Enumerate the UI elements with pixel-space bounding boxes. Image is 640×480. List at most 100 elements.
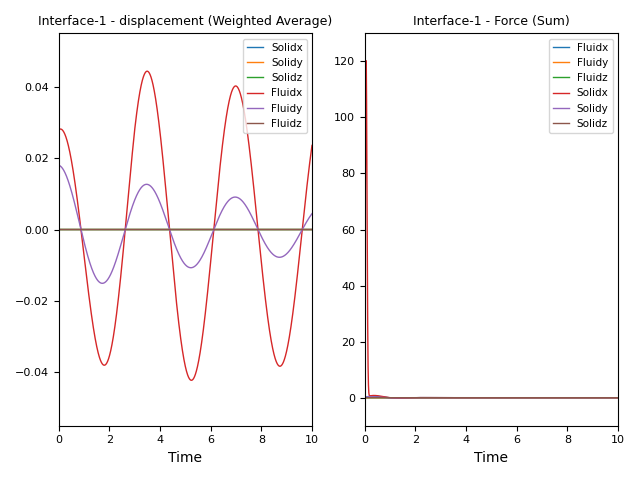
Solidx <box>207 227 214 232</box>
Fluidy <box>263 244 271 250</box>
Solidx <box>458 395 465 401</box>
Solidz <box>569 395 577 401</box>
Fluidx <box>614 395 622 401</box>
Fluidz <box>569 395 577 401</box>
Solidx <box>308 227 316 232</box>
Fluidy <box>244 206 252 212</box>
Solidx <box>513 395 520 401</box>
Solidx <box>525 395 533 401</box>
Solidz <box>458 395 465 401</box>
Fluidx <box>101 362 109 368</box>
Fluidy <box>308 211 316 216</box>
Solidx <box>362 58 370 64</box>
Solidy <box>308 227 316 232</box>
Solidx <box>407 395 415 401</box>
Solidy <box>569 395 577 401</box>
Solidz <box>263 227 271 232</box>
Solidz <box>244 227 252 232</box>
Solidz <box>525 395 533 401</box>
Fluidx <box>207 258 214 264</box>
Fluidx <box>220 133 227 139</box>
Fluidz <box>614 395 622 401</box>
Fluidy <box>525 395 533 401</box>
Fluidy <box>55 162 63 168</box>
Fluidz <box>308 227 316 232</box>
Solidz <box>407 395 415 401</box>
Solidy <box>614 395 622 401</box>
Solidx <box>550 395 557 401</box>
Solidz <box>101 227 109 232</box>
Title: Interface-1 - displacement (Weighted Average): Interface-1 - displacement (Weighted Ave… <box>38 15 333 28</box>
Fluidx <box>143 68 151 74</box>
Fluidx <box>188 377 195 383</box>
Fluidz <box>263 227 271 232</box>
Solidz <box>550 395 557 401</box>
Solidy <box>55 227 63 232</box>
Solidy <box>244 227 252 232</box>
Solidz <box>207 227 214 232</box>
Fluidy <box>550 395 557 401</box>
Line: Solidx: Solidx <box>365 61 618 398</box>
Fluidz <box>361 395 369 401</box>
Solidy <box>458 395 465 401</box>
Solidx <box>244 227 252 232</box>
Fluidz <box>513 395 520 401</box>
Line: Fluidy: Fluidy <box>59 165 312 283</box>
Fluidz <box>458 395 465 401</box>
Fluidx <box>308 143 316 148</box>
Solidx <box>152 227 159 232</box>
Fluidy <box>407 395 415 401</box>
Solidy <box>220 227 227 232</box>
Solidy <box>407 395 415 401</box>
Fluidy <box>569 395 577 401</box>
X-axis label: Time: Time <box>168 451 202 465</box>
Fluidy <box>101 279 109 285</box>
Fluidx <box>152 96 159 102</box>
Solidy <box>391 395 399 401</box>
Solidz <box>220 227 227 232</box>
Legend: Solidx, Solidy, Solidz, Fluidx, Fluidy, Fluidz: Solidx, Solidy, Solidz, Fluidx, Fluidy, … <box>243 38 307 133</box>
Fluidz <box>55 227 63 232</box>
Line: Solidy: Solidy <box>365 397 618 398</box>
Solidz <box>308 227 316 232</box>
Fluidy <box>207 234 214 240</box>
Solidy <box>152 227 159 232</box>
Solidz <box>152 227 159 232</box>
Fluidx <box>513 395 520 401</box>
Solidx <box>361 271 369 277</box>
Solidy <box>550 395 557 401</box>
Solidx <box>569 395 577 401</box>
Fluidz <box>407 395 415 401</box>
Fluidz <box>244 227 252 232</box>
Solidx <box>220 227 227 232</box>
X-axis label: Time: Time <box>474 451 508 465</box>
Solidy <box>513 395 520 401</box>
Solidy <box>263 227 271 232</box>
Fluidx <box>525 395 533 401</box>
Solidz <box>361 395 369 401</box>
Solidy <box>101 227 109 232</box>
Solidx <box>101 227 109 232</box>
Fluidx <box>361 395 369 400</box>
Fluidx <box>263 310 271 316</box>
Fluidz <box>101 227 109 232</box>
Legend: Fluidx, Fluidy, Fluidz, Solidx, Solidy, Solidz: Fluidx, Fluidy, Fluidz, Solidx, Solidy, … <box>548 38 612 133</box>
Solidz <box>513 395 520 401</box>
Solidy <box>366 394 374 400</box>
Fluidy <box>513 395 520 401</box>
Fluidx <box>369 393 377 399</box>
Title: Interface-1 - Force (Sum): Interface-1 - Force (Sum) <box>413 15 570 28</box>
Fluidz <box>152 227 159 232</box>
Solidz <box>614 395 622 401</box>
Fluidy <box>152 190 159 196</box>
Solidx <box>396 396 403 401</box>
Fluidz <box>207 227 214 232</box>
Fluidy <box>99 280 106 286</box>
Solidy <box>525 395 533 401</box>
Line: Fluidx: Fluidx <box>365 396 618 398</box>
Fluidx <box>458 395 465 401</box>
Solidx <box>55 227 63 232</box>
Solidx <box>263 227 271 232</box>
Solidy <box>207 227 214 232</box>
Fluidy <box>614 395 622 401</box>
